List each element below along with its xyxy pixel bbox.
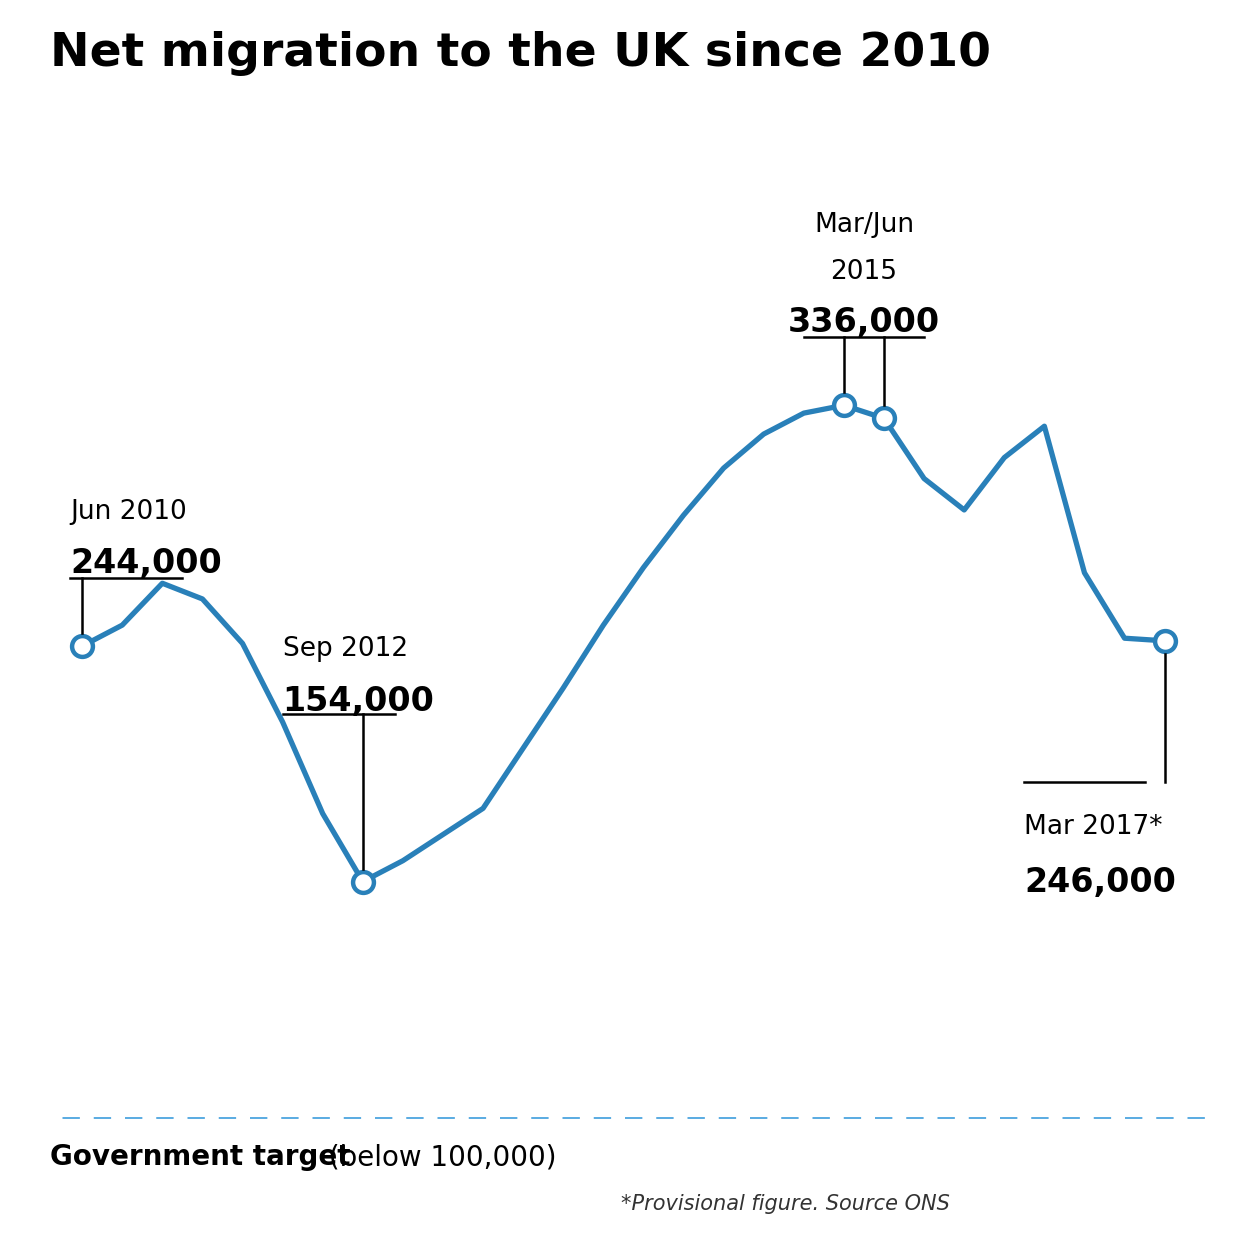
- Text: Mar 2017*: Mar 2017*: [1025, 813, 1163, 839]
- Text: Net migration to the UK since 2010: Net migration to the UK since 2010: [50, 31, 991, 75]
- Text: Jun 2010: Jun 2010: [70, 499, 186, 525]
- Text: (below 100,000): (below 100,000): [320, 1143, 556, 1172]
- Text: 154,000: 154,000: [283, 685, 435, 718]
- Text: Government target: Government target: [50, 1143, 350, 1172]
- Text: *Provisional figure. Source ONS: *Provisional figure. Source ONS: [621, 1194, 950, 1214]
- Text: Mar/Jun: Mar/Jun: [814, 211, 914, 237]
- Text: Sep 2012: Sep 2012: [283, 635, 407, 661]
- Text: 336,000: 336,000: [787, 305, 940, 339]
- Text: 246,000: 246,000: [1025, 866, 1176, 899]
- Text: 244,000: 244,000: [70, 546, 222, 580]
- Text: PA: PA: [1114, 1177, 1165, 1211]
- Text: 2015: 2015: [831, 258, 898, 284]
